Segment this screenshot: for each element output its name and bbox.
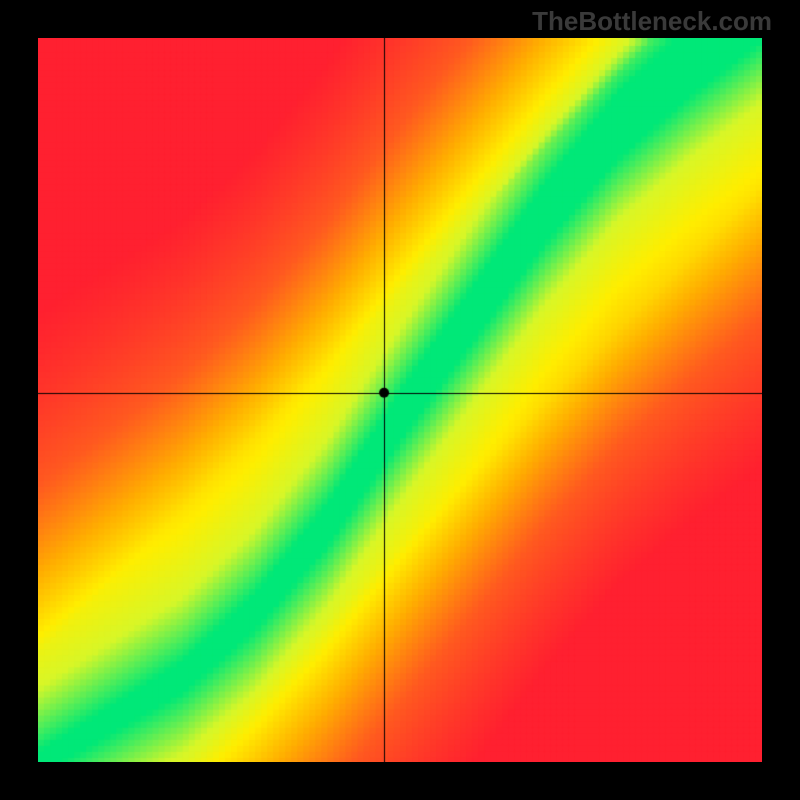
chart-frame: TheBottleneck.com: [0, 0, 800, 800]
crosshair-overlay: [38, 38, 762, 762]
watermark-text: TheBottleneck.com: [532, 6, 772, 37]
